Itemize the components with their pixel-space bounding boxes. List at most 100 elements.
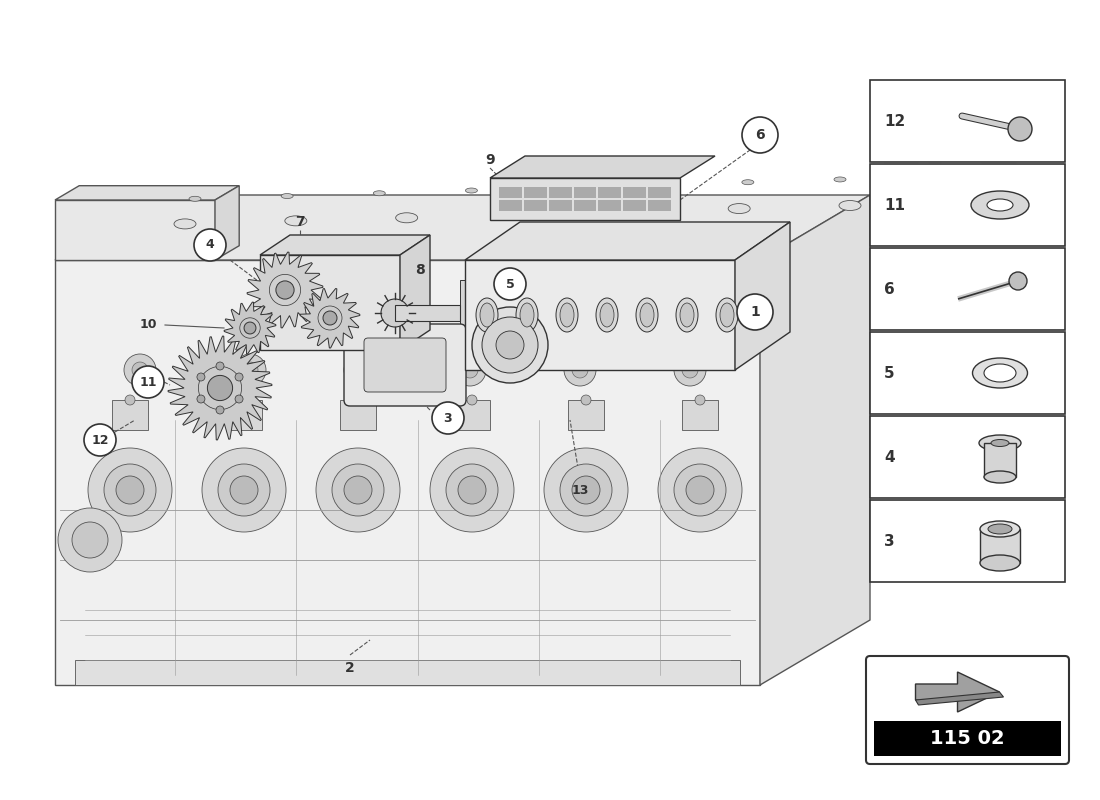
Circle shape — [208, 375, 232, 401]
Circle shape — [686, 476, 714, 504]
Circle shape — [564, 354, 596, 386]
Polygon shape — [55, 186, 239, 200]
FancyBboxPatch shape — [866, 656, 1069, 764]
Ellipse shape — [560, 303, 574, 327]
Bar — [340, 400, 376, 430]
Circle shape — [194, 229, 226, 261]
Polygon shape — [260, 235, 430, 255]
Circle shape — [242, 362, 258, 378]
Ellipse shape — [991, 439, 1009, 446]
Text: 8: 8 — [415, 263, 425, 277]
Bar — [648, 200, 671, 211]
Circle shape — [1009, 272, 1027, 290]
Text: 5: 5 — [884, 366, 894, 381]
Text: 10: 10 — [140, 318, 156, 331]
Text: 11: 11 — [884, 198, 905, 213]
Bar — [624, 187, 646, 198]
Bar — [524, 187, 547, 198]
Ellipse shape — [556, 298, 578, 332]
Circle shape — [572, 476, 600, 504]
Circle shape — [353, 395, 363, 405]
Polygon shape — [915, 692, 1003, 705]
Polygon shape — [224, 302, 276, 354]
Bar — [226, 400, 262, 430]
Ellipse shape — [980, 521, 1020, 537]
Polygon shape — [465, 222, 790, 260]
Polygon shape — [248, 252, 323, 328]
Circle shape — [682, 362, 698, 378]
Ellipse shape — [716, 298, 738, 332]
Circle shape — [230, 476, 258, 504]
Text: 9: 9 — [485, 153, 495, 167]
Polygon shape — [490, 178, 680, 220]
Bar — [598, 200, 622, 211]
Circle shape — [116, 476, 144, 504]
Circle shape — [658, 448, 742, 532]
Text: 12: 12 — [884, 114, 905, 129]
Circle shape — [239, 395, 249, 405]
Text: a part for parts since 1985: a part for parts since 1985 — [183, 458, 517, 482]
Circle shape — [202, 448, 286, 532]
Circle shape — [581, 395, 591, 405]
Text: 1: 1 — [750, 305, 760, 319]
Circle shape — [132, 362, 148, 378]
Ellipse shape — [640, 303, 654, 327]
Bar — [870, 332, 1065, 414]
Polygon shape — [760, 195, 870, 685]
Text: 3: 3 — [443, 411, 452, 425]
Circle shape — [124, 354, 156, 386]
Polygon shape — [395, 305, 460, 321]
Circle shape — [125, 395, 135, 405]
Ellipse shape — [506, 210, 528, 220]
Ellipse shape — [558, 186, 570, 190]
Text: 7: 7 — [295, 215, 305, 229]
Bar — [454, 400, 490, 430]
FancyBboxPatch shape — [364, 338, 446, 392]
Bar — [549, 187, 572, 198]
Circle shape — [276, 281, 294, 299]
Bar — [524, 200, 547, 211]
Circle shape — [216, 362, 224, 370]
Circle shape — [468, 395, 477, 405]
Circle shape — [316, 448, 400, 532]
Polygon shape — [735, 222, 790, 370]
Circle shape — [332, 464, 384, 516]
Ellipse shape — [617, 206, 639, 217]
Bar — [682, 400, 718, 430]
Ellipse shape — [987, 199, 1013, 211]
Ellipse shape — [282, 194, 293, 198]
Polygon shape — [214, 186, 239, 260]
Ellipse shape — [839, 201, 861, 210]
Polygon shape — [168, 336, 272, 440]
Ellipse shape — [285, 216, 307, 226]
Ellipse shape — [984, 471, 1016, 483]
Bar — [870, 80, 1065, 162]
Polygon shape — [260, 255, 400, 350]
Circle shape — [88, 448, 172, 532]
Circle shape — [323, 311, 337, 325]
Ellipse shape — [650, 182, 662, 187]
Polygon shape — [55, 195, 870, 260]
Circle shape — [572, 362, 588, 378]
Ellipse shape — [596, 298, 618, 332]
Ellipse shape — [676, 298, 698, 332]
Circle shape — [234, 354, 266, 386]
Ellipse shape — [520, 303, 534, 327]
Polygon shape — [300, 289, 360, 348]
Bar — [730, 280, 740, 350]
Text: 13: 13 — [571, 483, 588, 497]
Ellipse shape — [741, 180, 754, 185]
Circle shape — [454, 354, 486, 386]
Circle shape — [482, 317, 538, 373]
Circle shape — [742, 117, 778, 153]
Text: 4: 4 — [884, 450, 894, 465]
Bar — [499, 187, 521, 198]
Circle shape — [132, 366, 164, 398]
Ellipse shape — [834, 177, 846, 182]
Bar — [499, 200, 521, 211]
Bar — [870, 500, 1065, 582]
Circle shape — [560, 464, 612, 516]
Polygon shape — [984, 443, 1016, 477]
Circle shape — [235, 373, 243, 381]
Text: 2: 2 — [345, 661, 355, 675]
